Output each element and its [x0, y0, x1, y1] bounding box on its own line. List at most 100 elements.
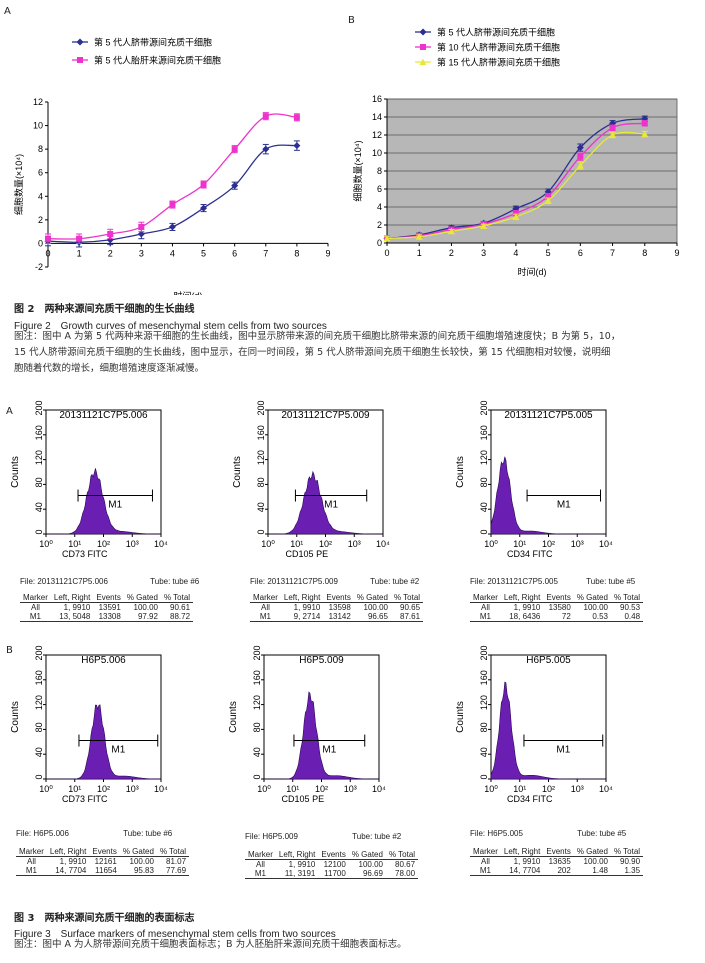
cell: 1, 9910: [59, 857, 87, 866]
col-header: % Gated: [119, 847, 157, 857]
data-point: [76, 235, 83, 242]
file-name: File: H6P5.005: [470, 829, 523, 838]
cell: 100.00: [358, 860, 383, 869]
histogram-title: 20131121C7P5.006: [59, 410, 148, 421]
y-tick-label: 0: [377, 238, 382, 248]
tube-name: Tube: tube #6: [150, 577, 200, 586]
legend-label: 第 5 代人脐带源间充质干细胞: [94, 37, 212, 48]
x-tick-label: 0: [384, 248, 389, 258]
x-tick-label: 6: [578, 248, 583, 258]
cell: 100.00: [129, 857, 154, 866]
y-tick-label: 40: [34, 502, 44, 512]
cell: 14, 7704: [46, 866, 90, 876]
x-tick-label: 10²: [97, 539, 110, 549]
stats-block-a3: File: 20131121C7P5.005 Tube: tube #5 Mar…: [470, 577, 644, 622]
y-tick-label: 16: [372, 94, 382, 104]
file-line: File: 20131121C7P5.005 Tube: tube #5: [470, 577, 643, 586]
file-name: File: 20131121C7P5.009: [250, 577, 338, 586]
stats-table: Marker Left, Right Events % Gated % Tota…: [470, 847, 644, 876]
flow-histogram-a2: 20131121C7P5.009 0 40 80 120 160 200 Counts 10⁰ 1…: [232, 400, 390, 559]
cell: 96.65: [353, 612, 391, 622]
y-tick-label: 0: [256, 529, 266, 534]
flow-histogram-b3: H6P5.005 0 40 80 120 160 200 Counts 10⁰ 10¹ 10² 10³…: [455, 645, 613, 804]
y-tick-label: 200: [479, 400, 489, 415]
stats-block-a1: File: 20131121C7P5.006 Tube: tube #6 Mar…: [20, 577, 199, 622]
cell: 1, 9910: [63, 603, 91, 612]
cell: 12161: [94, 857, 117, 866]
cell: 78.00: [385, 869, 419, 879]
x-tick-label: 10⁰: [39, 784, 53, 794]
histogram-peak: [46, 468, 162, 535]
histogram-title: H6P5.009: [299, 655, 344, 666]
x-tick-label: 9: [674, 248, 679, 258]
col-header: Left, Right: [50, 593, 94, 603]
file-line: File: H6P5.005 Tube: tube #5: [470, 829, 643, 838]
cell: 81.07: [166, 857, 187, 866]
figure2-note-line: 胞随着代数的增长，细胞增殖速度逐渐减慢。: [14, 363, 205, 374]
data-point: [512, 210, 519, 217]
x-tick-label: 10³: [126, 539, 139, 549]
cell: All: [481, 857, 490, 866]
data-point: [106, 236, 114, 244]
stats-table: Marker Left, Right Events % Gated % Tota…: [245, 850, 419, 879]
cell: 13142: [323, 612, 354, 622]
data-point: [420, 44, 426, 50]
x-axis-label: CD105 PE: [282, 794, 325, 804]
y-tick-label: 120: [256, 450, 266, 465]
tube-name: Tube: tube #2: [370, 577, 420, 586]
y-tick-label: 6: [38, 168, 43, 178]
data-point: [419, 58, 427, 65]
col-header: % Total: [385, 850, 419, 860]
data-point: [200, 181, 207, 188]
y-axis-label: Counts: [455, 701, 466, 733]
y-tick-label: 200: [252, 645, 262, 660]
file-line: File: 20131121C7P5.006 Tube: tube #6: [20, 577, 199, 586]
col-header: % Total: [156, 847, 190, 857]
data-point: [77, 57, 83, 63]
cell: 11654: [89, 866, 120, 876]
data-point: [447, 227, 455, 235]
table-row: All 1, 9910 12100 100.00 80.67: [245, 860, 418, 869]
table-row: All 1, 9910 12161 100.00 81.07: [16, 857, 189, 866]
x-tick-label: 6: [232, 248, 237, 258]
stats-table: Marker Left, Right Events % Gated % Tota…: [20, 593, 194, 622]
data-point: [576, 162, 584, 169]
x-tick-label: 10²: [97, 784, 110, 794]
x-tick-label: 7: [610, 248, 615, 258]
table-row: All 1, 9910 13580 100.00 90.53: [470, 603, 643, 612]
x-tick-label: 10⁰: [484, 539, 498, 549]
y-tick-label: 8: [377, 166, 382, 176]
y-tick-label: 160: [479, 425, 489, 440]
data-point: [415, 233, 423, 240]
cell: 9, 2714: [280, 612, 324, 622]
cell: 95.83: [119, 866, 157, 876]
legend-label: 第 15 代人脐带源间充质干细胞: [437, 57, 560, 68]
y-tick-label: 10: [372, 148, 382, 158]
flow-histogram-b2: H6P5.009 0 40 80 120 160 200 Counts 10⁰ 10¹ 10² 10³…: [228, 645, 386, 804]
x-tick-label: 10⁰: [261, 539, 275, 549]
y-tick-label: 80: [479, 477, 489, 487]
table-row: All 1, 9910 13591 100.00 90.61: [20, 603, 193, 612]
cell: 100.00: [583, 857, 608, 866]
cell: M1: [245, 869, 276, 879]
y-tick-label: 200: [256, 400, 266, 415]
col-header: Left, Right: [500, 593, 544, 603]
cell: All: [31, 603, 40, 612]
table-row: All 1, 9910 13635 100.00 90.90: [470, 857, 643, 866]
table-row: M1 14, 7704 11654 95.83 77.69: [16, 866, 190, 876]
histogram-peak: [268, 470, 384, 535]
col-header: Events: [543, 847, 574, 857]
data-point: [169, 201, 176, 208]
col-header: Left, Right: [275, 850, 319, 860]
gate-label: M1: [322, 745, 336, 756]
col-header: % Gated: [123, 593, 161, 603]
y-tick-label: 40: [252, 747, 262, 757]
x-tick-label: 10⁴: [599, 784, 613, 794]
cell: 90.61: [170, 603, 191, 612]
x-tick-label: 5: [201, 248, 206, 258]
data-point: [480, 222, 488, 229]
y-tick-label: 2: [38, 215, 43, 225]
x-tick-label: 10¹: [68, 539, 81, 549]
y-tick-label: 120: [34, 695, 44, 710]
